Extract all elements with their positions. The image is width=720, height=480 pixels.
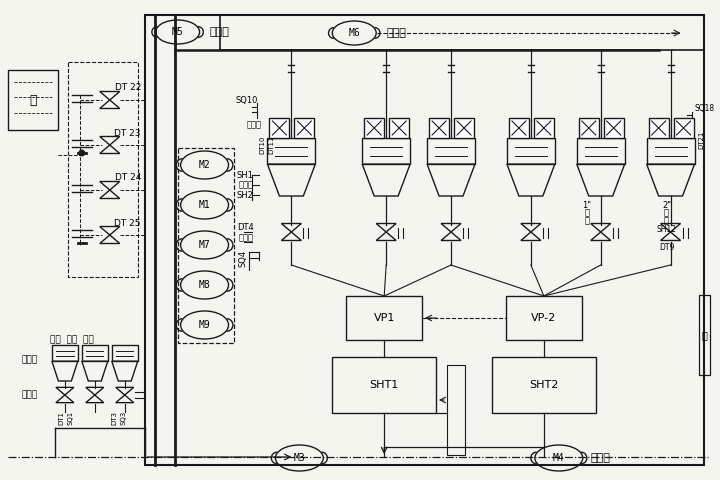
Bar [178,148,233,343]
Text: VP-2: VP-2 [531,313,557,323]
Bar [362,138,410,164]
Text: M6: M6 [348,28,360,38]
Text: DT 22: DT 22 [114,84,141,93]
Text: 丸: 丸 [584,216,589,226]
Text: SHT2: SHT2 [529,380,559,390]
Text: 丸: 丸 [664,216,669,226]
Bar [8,70,58,130]
Bar [112,345,138,361]
Text: DT3: DT3 [112,411,118,425]
Text: 输送机: 输送机 [590,453,611,463]
Text: 储丸斗: 储丸斗 [238,180,253,190]
Bar [534,118,554,138]
Bar [577,138,625,164]
Bar [145,15,703,465]
Text: SQ1: SQ1 [68,411,74,425]
Text: SQ18: SQ18 [695,104,715,112]
Text: 门: 门 [701,330,708,340]
Text: DT9: DT9 [659,243,674,252]
Text: 提升机: 提升机 [210,27,230,37]
Text: DT10: DT10 [259,136,266,154]
Bar [447,365,465,455]
Bar [579,118,599,138]
Text: DT21: DT21 [698,131,704,149]
Text: SQ3: SQ3 [121,411,127,425]
Bar [267,138,315,164]
Bar [294,118,315,138]
Text: M8: M8 [199,280,210,290]
Bar [649,118,669,138]
Bar [509,118,529,138]
Bar [698,295,711,375]
Bar [52,345,78,361]
Text: 大: 大 [584,208,589,217]
Text: M2: M2 [199,160,210,170]
Text: 1": 1" [582,201,591,209]
Text: VP1: VP1 [374,313,395,323]
Bar [269,118,289,138]
Text: SH1: SH1 [237,170,253,180]
Text: SQ10: SQ10 [235,96,258,105]
Bar [364,118,384,138]
Text: SHT1: SHT1 [369,380,399,390]
Text: 振选筛: 振选筛 [386,28,406,38]
Bar [220,15,703,50]
Text: DT1: DT1 [59,411,65,425]
Text: DT11: DT11 [269,136,274,154]
Text: M9: M9 [199,320,210,330]
Circle shape [78,149,85,156]
Text: DT 23: DT 23 [114,129,141,137]
Bar [346,296,422,340]
Bar [603,118,624,138]
Text: 分丸阀: 分丸阀 [247,120,262,130]
Bar [68,62,138,277]
Bar [507,138,555,164]
Bar [82,345,108,361]
Bar [492,357,595,413]
Text: M1: M1 [199,200,210,210]
Text: SQ4: SQ4 [238,250,248,266]
Bar [390,118,409,138]
Text: 补丸斗: 补丸斗 [22,356,38,364]
Text: M5: M5 [172,27,184,37]
Text: DT 24: DT 24 [114,173,141,182]
Text: M7: M7 [199,240,210,250]
Bar [674,118,693,138]
Text: M3: M3 [294,453,305,463]
Text: 大丸  中丸  小丸: 大丸 中丸 小丸 [50,336,94,345]
Bar [429,118,449,138]
Text: 大: 大 [664,208,669,217]
Bar [333,357,436,413]
Text: M4: M4 [553,453,564,463]
Text: 补丸阀: 补丸阀 [22,391,38,399]
Bar [427,138,475,164]
Text: DT 25: DT 25 [114,218,141,228]
Text: 供丸阀: 供丸阀 [238,233,253,242]
Text: SH2: SH2 [237,191,253,200]
Text: 2": 2" [662,201,671,209]
Bar [647,138,695,164]
Text: DT4: DT4 [237,224,253,232]
Text: SH12: SH12 [657,225,677,233]
Text: 气: 气 [30,94,37,107]
Bar [454,118,474,138]
Bar [506,296,582,340]
